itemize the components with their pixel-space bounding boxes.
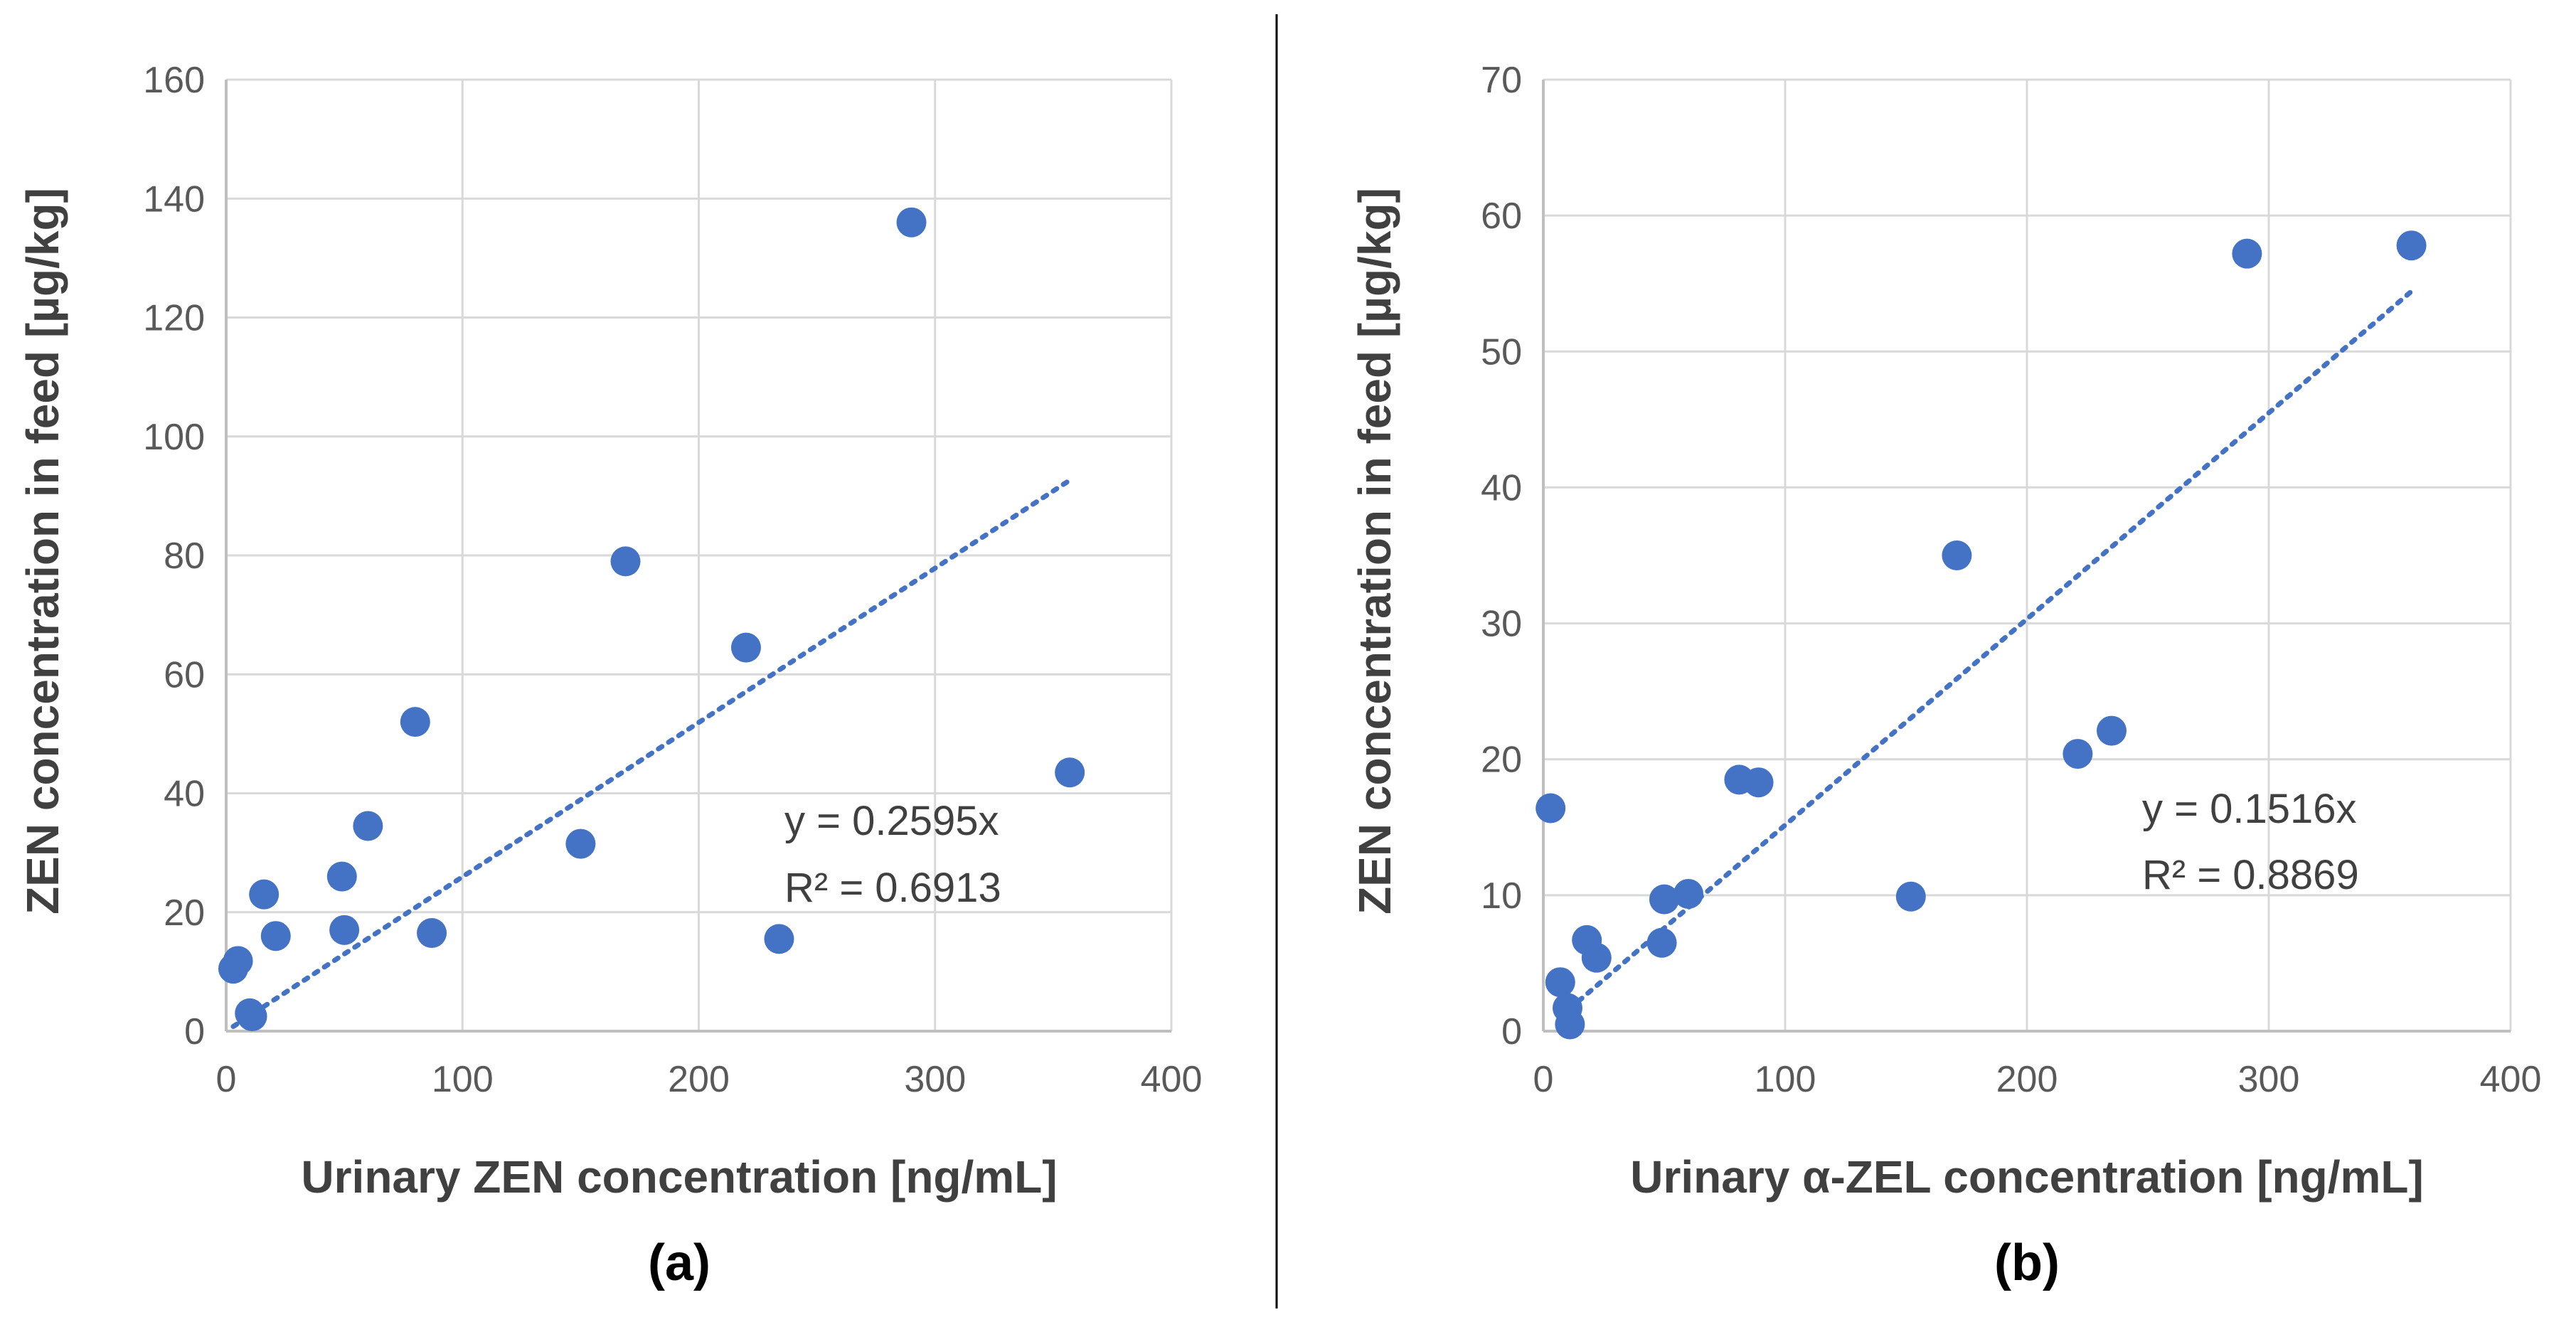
y-tick-label: 40 <box>1481 467 1522 508</box>
x-axis-title: Urinary α-ZEL concentration [ng/mL] <box>1630 1151 2424 1203</box>
x-axis-title: Urinary ZEN concentration [ng/mL] <box>301 1151 1057 1203</box>
data-point <box>610 546 641 577</box>
data-point <box>2097 715 2127 746</box>
r-squared-label: R² = 0.8869 <box>2142 852 2359 898</box>
x-tick-label: 0 <box>1533 1059 1554 1100</box>
y-axis-title: ZEN concentration in feed [µg/kg] <box>1349 188 1400 915</box>
data-points <box>1536 230 2427 1040</box>
trendline <box>230 477 1073 1029</box>
gridlines <box>1543 78 2512 1031</box>
data-point <box>896 207 927 238</box>
chart-panel-b: 0 10 20 30 40 50 60 70 0 100 200 300 400 y = 0.1516… <box>1349 60 2541 1291</box>
data-point <box>1555 1009 1585 1040</box>
data-point <box>329 915 360 945</box>
x-tick-labels: 0 100 200 300 400 <box>216 1059 1203 1100</box>
data-point <box>1646 927 1677 958</box>
y-axis-title: ZEN concentration in feed [µg/kg] <box>17 188 68 915</box>
gridlines <box>226 78 1173 1031</box>
data-point <box>1055 757 1085 788</box>
data-point <box>237 1001 267 1032</box>
data-point <box>2232 238 2262 269</box>
data-point <box>565 828 596 859</box>
y-tick-label: 100 <box>143 417 205 458</box>
data-point <box>417 918 447 949</box>
r-squared-label: R² = 0.6913 <box>784 865 1001 911</box>
chart-panel-a: 0 20 40 60 80 100 120 140 160 0 100 200 300 400 y = … <box>17 60 1202 1291</box>
data-point <box>1942 540 1972 570</box>
data-point <box>400 707 430 737</box>
data-point <box>2396 230 2427 261</box>
data-point <box>1895 881 1926 912</box>
x-tick-label: 200 <box>1996 1059 2058 1100</box>
x-tick-label: 100 <box>1755 1059 1816 1100</box>
data-point <box>1673 878 1703 909</box>
trendline-equation: y = 0.1516x <box>2142 786 2357 832</box>
panel-label: (a) <box>648 1235 710 1291</box>
y-tick-label: 40 <box>164 774 205 815</box>
data-point <box>1743 767 1774 798</box>
y-tick-label: 30 <box>1481 604 1522 645</box>
y-tick-label: 10 <box>1481 875 1522 917</box>
x-tick-labels: 0 100 200 300 400 <box>1533 1059 2542 1100</box>
data-point <box>249 879 280 910</box>
x-tick-label: 300 <box>904 1059 966 1100</box>
x-tick-label: 300 <box>2238 1059 2300 1100</box>
data-point <box>1545 967 1575 998</box>
data-point <box>1536 793 1566 823</box>
trendline-equation: y = 0.2595x <box>784 798 999 844</box>
trendline-path <box>230 477 1073 1029</box>
y-tick-label: 160 <box>143 60 205 101</box>
x-tick-label: 400 <box>1141 1059 1203 1100</box>
data-point <box>764 924 794 954</box>
y-tick-label: 60 <box>164 654 205 695</box>
axes <box>225 80 1171 1033</box>
y-tick-label: 140 <box>143 178 205 220</box>
x-tick-label: 200 <box>668 1059 730 1100</box>
data-point <box>1649 884 1679 915</box>
data-points <box>218 207 1085 1032</box>
data-point <box>353 811 383 841</box>
x-tick-label: 100 <box>432 1059 494 1100</box>
data-point <box>260 921 291 951</box>
y-tick-label: 0 <box>1501 1011 1522 1052</box>
y-tick-label: 70 <box>1481 60 1522 101</box>
axes <box>1542 80 2511 1033</box>
data-point <box>326 861 357 892</box>
y-tick-label: 20 <box>164 892 205 934</box>
y-tick-labels: 0 20 40 60 80 100 120 140 160 <box>143 60 205 1052</box>
x-tick-label: 400 <box>2480 1059 2542 1100</box>
y-tick-label: 120 <box>143 298 205 339</box>
x-tick-label: 0 <box>216 1059 237 1100</box>
y-tick-label: 80 <box>164 535 205 577</box>
y-tick-label: 50 <box>1481 331 1522 373</box>
data-point <box>2063 739 2093 769</box>
data-point <box>223 946 253 976</box>
y-tick-labels: 0 10 20 30 40 50 60 70 <box>1481 60 1522 1052</box>
y-tick-label: 60 <box>1481 196 1522 237</box>
data-point <box>730 632 761 663</box>
data-point <box>1581 942 1612 973</box>
panel-label: (b) <box>1994 1235 2060 1291</box>
y-tick-label: 0 <box>184 1011 205 1052</box>
y-tick-label: 20 <box>1481 740 1522 781</box>
